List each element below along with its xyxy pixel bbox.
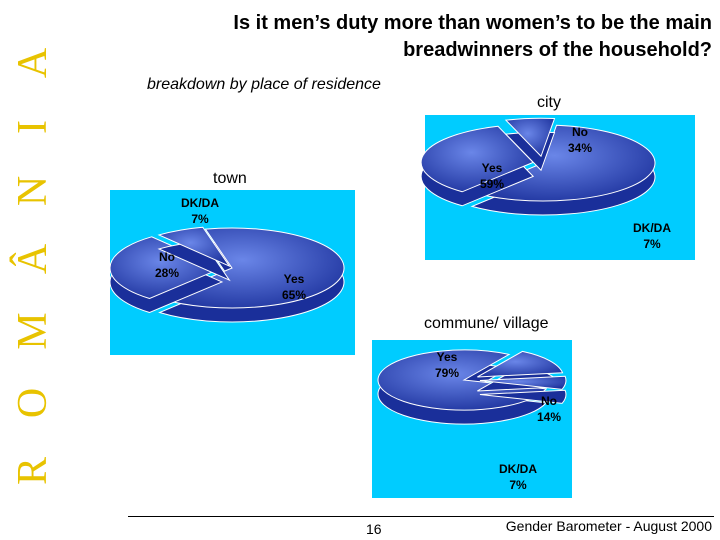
slice-value: 7% <box>509 478 527 492</box>
side-letter: N <box>10 175 56 207</box>
slice-label: DK/DA <box>499 462 537 476</box>
footer-divider <box>128 516 714 517</box>
slice-value: 28% <box>155 266 179 280</box>
slice-label: Yes <box>482 161 503 175</box>
chart-panel-city: Yes 59% No 34% DK/DA 7% <box>420 115 695 260</box>
romania-vertical-label: R O M Â N I A <box>8 20 58 500</box>
slice-label: DK/DA <box>633 221 671 235</box>
slice-value: 59% <box>480 177 504 191</box>
pie-slice-no <box>477 350 564 378</box>
pie-slice-dkda <box>479 375 567 390</box>
pie-slice-no <box>420 125 535 193</box>
slice-value: 7% <box>643 237 661 251</box>
pie-chart-town: Yes 65% No 28% DK/DA 7% <box>109 196 345 323</box>
slice-value: 34% <box>568 141 592 155</box>
slice-label: No <box>159 250 175 264</box>
chart-panel-town: Yes 65% No 28% DK/DA 7% <box>109 190 355 355</box>
slice-label: No <box>572 125 588 139</box>
chart-title-city: city <box>537 94 561 111</box>
slice-value: 79% <box>435 366 459 380</box>
pie-chart-village: Yes 79% No 14% DK/DA 7% <box>377 349 567 492</box>
page-number: 16 <box>366 521 382 537</box>
slice-value: 14% <box>537 410 561 424</box>
slice-label: No <box>541 394 557 408</box>
chart-panel-village: Yes 79% No 14% DK/DA 7% <box>372 340 572 498</box>
slice-label: Yes <box>437 350 458 364</box>
pie-slice-edge <box>479 389 567 404</box>
side-letter: M <box>10 312 56 350</box>
slice-label: DK/DA <box>181 196 219 210</box>
slice-value: 7% <box>191 212 209 226</box>
pie-chart-city: Yes 59% No 34% DK/DA 7% <box>420 117 671 251</box>
pie-slice-dkda <box>157 226 231 268</box>
slice-label: Yes <box>284 272 305 286</box>
slice-value: 65% <box>282 288 306 302</box>
pie-slice-dkda <box>504 117 556 158</box>
page-title: Is it men’s duty more than women’s to be… <box>152 10 712 64</box>
pie-slice-no <box>109 236 224 299</box>
side-letter: Â <box>10 243 56 275</box>
footer-text: Gender Barometer - August 2000 <box>505 518 712 534</box>
side-letter: R <box>10 457 56 486</box>
chart-title-town: town <box>213 170 247 187</box>
subtitle: breakdown by place of residence <box>147 76 381 93</box>
title-line-2: breadwinners of the household? <box>403 39 712 61</box>
side-letter: I <box>10 120 56 134</box>
side-letter: A <box>10 47 56 79</box>
side-letter: O <box>10 387 56 419</box>
chart-title-village: commune/ village <box>424 315 549 332</box>
title-line-1: Is it men’s duty more than women’s to be… <box>233 12 712 34</box>
